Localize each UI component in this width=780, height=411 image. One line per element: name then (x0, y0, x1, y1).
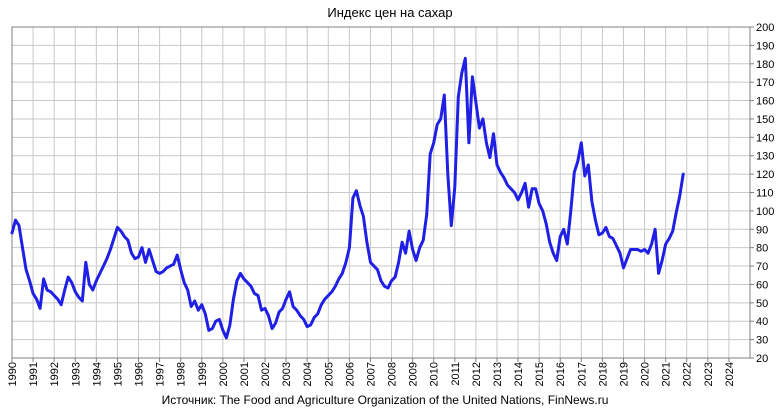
x-tick-label: 2006 (344, 362, 356, 386)
x-tick-label: 2002 (260, 362, 272, 386)
y-tick-label: 190 (756, 40, 774, 52)
x-tick-label: 2022 (682, 362, 694, 386)
x-tick-label: 2012 (471, 362, 483, 386)
x-tick-label: 2021 (661, 362, 673, 386)
y-tick-label: 130 (756, 151, 774, 163)
y-tick-label: 60 (756, 279, 768, 291)
x-tick-label: 1997 (155, 362, 167, 386)
y-tick-label: 90 (756, 224, 768, 236)
x-tick-label: 2018 (597, 362, 609, 386)
x-tick-label: 2007 (365, 362, 377, 386)
y-tick-label: 20 (756, 353, 768, 365)
chart-title: Индекс цен на сахар (327, 5, 452, 20)
y-tick-label: 100 (756, 206, 774, 218)
y-tick-label: 140 (756, 132, 774, 144)
y-tick-label: 50 (756, 298, 768, 310)
series-line-0 (10, 56, 685, 340)
x-tick-label: 1995 (112, 362, 124, 386)
x-tick-label: 2014 (513, 362, 525, 386)
x-tick-label: 2003 (281, 362, 293, 386)
x-tick-label: 2010 (429, 362, 441, 386)
chart-source-note: Источник: The Food and Agriculture Organ… (162, 393, 609, 407)
x-tick-label: 2013 (492, 362, 504, 386)
y-axis-tick-labels: 20 30 40 50 60 70 80 90 100 110 120 130 140 150 160 170… (756, 22, 774, 365)
y-tick-label: 110 (756, 188, 774, 200)
x-tick-label: 2016 (555, 362, 567, 386)
x-tick-label: 1993 (70, 362, 82, 386)
y-tick-label: 150 (756, 114, 774, 126)
y-tick-label: 40 (756, 316, 768, 328)
x-tick-label: 2019 (618, 362, 630, 386)
y-tick-label: 120 (756, 169, 774, 181)
x-tick-label: 2024 (724, 362, 736, 386)
x-tick-label: 1996 (134, 362, 146, 386)
x-tick-label: 2000 (218, 362, 230, 386)
x-tick-label: 2017 (576, 362, 588, 386)
y-tick-label: 160 (756, 96, 774, 108)
x-tick-label: 1999 (197, 362, 209, 386)
x-tick-label: 2008 (387, 362, 399, 386)
x-axis-tick-labels: 1990 1991 1992 1993 1994 1995 1996 1997 1998 1999… (7, 362, 736, 386)
y-tick-label: 70 (756, 261, 768, 273)
x-tick-label: 2011 (450, 362, 462, 386)
x-tick-label: 2020 (640, 362, 652, 386)
x-tick-label: 1990 (7, 362, 19, 386)
y-tick-label: 170 (756, 77, 774, 89)
x-tick-label: 1992 (49, 362, 61, 386)
plot-area-frame (11, 26, 751, 359)
x-tick-label: 2015 (534, 362, 546, 386)
x-tick-label: 2023 (703, 362, 715, 386)
series-layer (10, 56, 685, 340)
x-tick-label: 1991 (28, 362, 40, 386)
x-tick-label: 2001 (239, 362, 251, 386)
x-tick-label: 1998 (176, 362, 188, 386)
y-tick-label: 80 (756, 243, 768, 255)
y-tick-label: 200 (756, 22, 774, 34)
x-tick-label: 2005 (323, 362, 335, 386)
axes (11, 26, 754, 362)
y-tick-label: 180 (756, 59, 774, 71)
x-tick-label: 2009 (408, 362, 420, 386)
y-tick-label: 30 (756, 335, 768, 347)
x-tick-label: 1994 (91, 362, 103, 386)
x-tick-label: 2004 (302, 362, 314, 386)
